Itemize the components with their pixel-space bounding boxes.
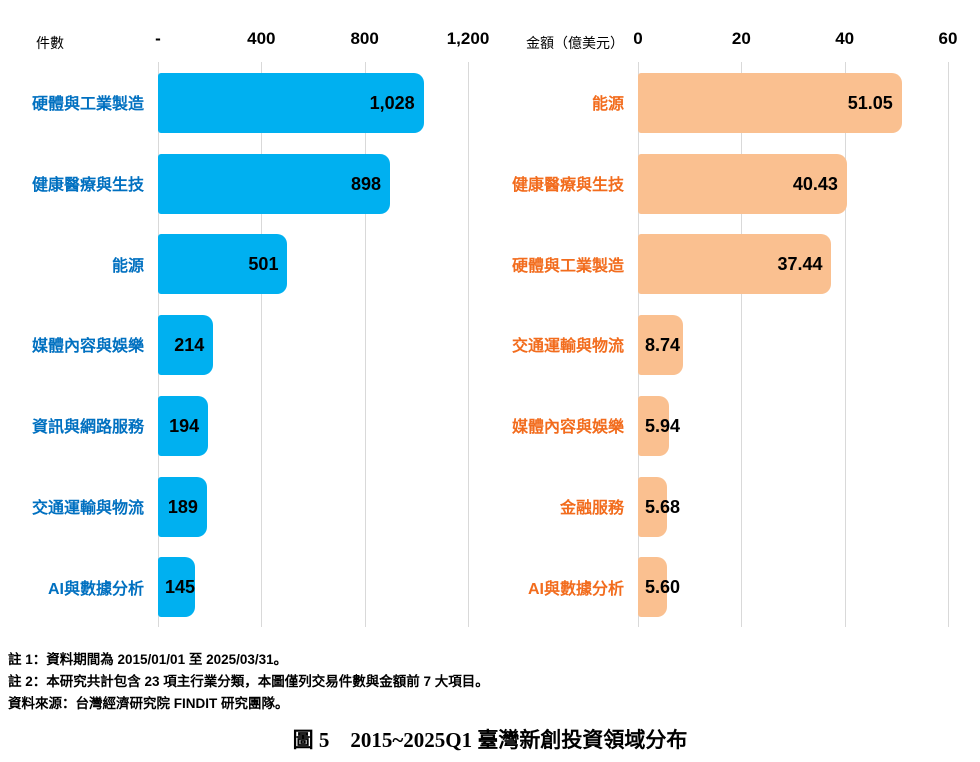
bar-value-label: 5.68	[645, 496, 681, 517]
gridline	[261, 62, 263, 627]
bar-value-label: 501	[248, 254, 279, 275]
axis-tick-label: 400	[247, 29, 276, 48]
footnotes: 註 1：資料期間為 2015/01/01 至 2025/03/31。 註 2：本…	[8, 649, 489, 715]
category-label: 交通運輸與物流	[511, 338, 624, 356]
bar	[638, 73, 902, 133]
bar-value-label: 40.43	[792, 173, 838, 194]
category-label: 媒體內容與娛樂	[31, 338, 144, 356]
bar	[638, 557, 667, 618]
bar	[158, 315, 214, 376]
bar-value-label: 189	[167, 496, 198, 517]
bar	[638, 315, 684, 376]
category-label: 能源	[591, 96, 624, 114]
category-label: 媒體內容與娛樂	[511, 419, 624, 437]
chart-deal-count: 件數 - 400 800 1,200 硬體與工業製造 健康醫療與生技能源媒體內容與娛樂資…	[0, 0, 490, 645]
axis-tick-label: 40	[835, 29, 855, 48]
axis-tick-label: 60	[938, 29, 958, 48]
chart-deal-amount: 金額（億美元） 0 20 40 60 能源健康醫療與生技 硬體與工業製造 交通運輸與物流媒…	[490, 0, 980, 645]
bar	[158, 234, 288, 295]
category-label: 硬體與工業製造	[511, 257, 624, 275]
footnote-1: 註 1：資料期間為 2015/01/01 至 2025/03/31。	[8, 652, 288, 667]
figure-caption: 圖 5 2015~2025Q1 臺灣新創投資領域分布	[292, 728, 688, 752]
plot-area: 1,028 898 501 214 194 189 145	[158, 62, 469, 627]
bar-value-label: 37.44	[777, 254, 823, 275]
axis-tick-label: 20	[731, 29, 751, 48]
gridline	[741, 62, 743, 627]
category-label: 金融服務	[559, 499, 624, 517]
axis-unit-label: 件數	[36, 35, 64, 51]
category-label: 交通運輸與物流	[31, 499, 144, 517]
bar-value-label: 898	[350, 173, 382, 194]
axis-tick-label: 0	[633, 29, 643, 48]
bar	[158, 395, 209, 456]
gridline	[468, 62, 469, 627]
bar	[158, 557, 196, 618]
bar-value-label: 145	[165, 577, 196, 598]
bar-value-label: 5.94	[645, 415, 681, 436]
category-label: 健康醫療與生技	[511, 177, 624, 195]
bar-value-label: 194	[169, 415, 200, 436]
bar-value-label: 5.60	[645, 577, 681, 598]
bar	[158, 153, 390, 214]
bar	[638, 234, 832, 295]
bar	[638, 395, 669, 456]
axis-tick-label: -	[155, 29, 161, 48]
bar	[158, 476, 207, 537]
gridline	[948, 62, 949, 627]
bar	[638, 153, 847, 214]
bar-value-label: 51.05	[847, 93, 893, 113]
category-label: 健康醫療與生技	[31, 177, 144, 195]
footnote-2: 註 2：本研究共計包含 23 項主行業分類，本圖僅列交易件數與金額前 7 大項目…	[8, 674, 489, 689]
bar	[638, 476, 668, 537]
axis-tick-label: 800	[350, 29, 379, 48]
gridline	[364, 62, 366, 627]
axis-ticks: 0 20 40 60	[633, 29, 957, 51]
category-label: 硬體與工業製造	[31, 96, 144, 114]
category-label: AI與數據分析	[527, 580, 624, 598]
bar-value-label: 8.74	[645, 335, 681, 356]
bar-value-label: 214	[174, 335, 205, 356]
axis-tick-label: 1,200	[446, 29, 490, 48]
axis-ticks: - 400 800 1,200	[155, 29, 489, 51]
bar	[158, 73, 424, 133]
category-label: 資訊與網路服務	[31, 419, 144, 437]
footnote-source: 資料來源：台灣經濟研究院 FINDIT 研究團隊。	[8, 696, 289, 711]
axis-unit-label: 金額（億美元）	[526, 35, 624, 51]
category-label: AI與數據分析	[47, 580, 144, 598]
bar-value-label: 1,028	[369, 93, 415, 113]
plot-area: 51.05 40.43 37.44 8.74 5.94 5.68 5.60	[638, 62, 949, 627]
gridline	[844, 62, 846, 627]
category-label: 能源	[111, 257, 144, 275]
